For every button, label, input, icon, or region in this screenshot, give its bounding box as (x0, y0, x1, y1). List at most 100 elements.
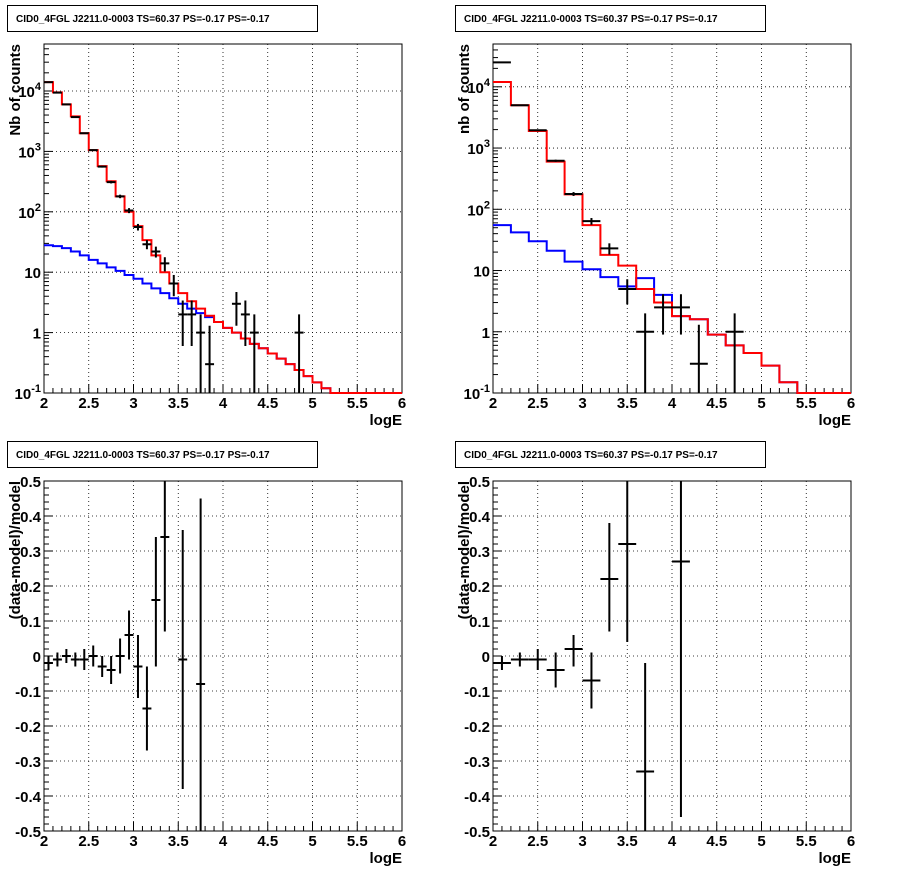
data-point (61, 649, 71, 663)
data-point (196, 314, 206, 393)
x-axis-title: logE (370, 412, 403, 429)
data-point (52, 91, 62, 94)
data-point (160, 257, 170, 272)
data-point (689, 324, 708, 393)
y-tick-label: 0 (482, 649, 490, 666)
x-tick-label: 2 (489, 833, 497, 850)
x-tick-label: 5 (308, 395, 316, 412)
x-axis-title: logE (819, 412, 852, 429)
data-point (79, 132, 89, 135)
data-point (115, 194, 125, 199)
x-tick-label: 4 (668, 833, 677, 850)
data-point (600, 243, 619, 255)
data-point (618, 279, 637, 305)
data-point (564, 635, 583, 667)
data-point (97, 165, 107, 168)
y-tick-label: 103 (467, 138, 490, 158)
y-tick-label: 1 (482, 325, 490, 342)
x-tick-label: 3 (578, 833, 586, 850)
data-point (196, 498, 206, 831)
data-point (564, 192, 583, 196)
data-point (600, 523, 619, 632)
data-point (133, 635, 143, 698)
data-point (205, 325, 215, 393)
y-tick-label: 10-1 (464, 383, 490, 403)
data-points (493, 481, 690, 831)
y-tick-label: -0.1 (464, 684, 490, 701)
x-tick-label: 5.5 (347, 833, 368, 850)
y-axis-title: (data-model)/model (7, 481, 24, 619)
data-point (115, 638, 125, 674)
data-point (249, 314, 259, 393)
x-tick-label: 4.5 (257, 833, 278, 850)
data-point (582, 218, 601, 225)
data-point (70, 652, 80, 667)
data-point (510, 104, 529, 107)
data-point (493, 656, 511, 670)
y-axis-title: nb of counts (456, 44, 473, 134)
y-tick-label: 0 (33, 649, 41, 666)
y-tick-label: 0.4 (20, 509, 42, 526)
x-tick-label: 4.5 (706, 833, 727, 850)
y-tick-label: 10 (473, 264, 490, 281)
y-tick-label: 0.1 (469, 614, 490, 631)
data-points (44, 81, 304, 393)
x-axis-title: logE (370, 850, 403, 867)
x-tick-label: 3.5 (617, 833, 638, 850)
data-point (510, 652, 529, 667)
chart-title-top-right: CID0_4FGL J2211.0-0003 TS=60.37 PS=-0.17… (455, 5, 766, 32)
data-point (178, 530, 188, 789)
data-point (546, 159, 565, 162)
x-tick-label: 3 (578, 395, 586, 412)
y-tick-label: 103 (18, 141, 41, 161)
x-tick-label: 2 (40, 395, 48, 412)
y-axis-title: (data-model)/model (456, 481, 473, 619)
data-point (725, 313, 744, 393)
y-tick-label: -0.2 (15, 719, 41, 736)
data-point (672, 294, 690, 335)
x-tick-label: 6 (847, 395, 855, 412)
chart-panel-3: 2 2.5 3 3.5 4 4.5 5 5.5 6 -0.5 -0.4 -0.3 -0.2 -0.1 0 0.… (7, 474, 406, 867)
data-point (79, 649, 89, 670)
data-point (142, 666, 152, 751)
data-point (88, 645, 98, 667)
data-point (44, 656, 53, 670)
x-tick-label: 2.5 (78, 395, 99, 412)
data-point (70, 116, 80, 119)
x-tick-label: 3.5 (168, 833, 189, 850)
x-tick-label: 3 (129, 395, 137, 412)
x-tick-label: 2 (489, 395, 497, 412)
x-tick-label: 4.5 (706, 395, 727, 412)
data-point (636, 313, 655, 393)
y-tick-label: -0.3 (15, 754, 41, 771)
data-point (97, 656, 107, 677)
y-tick-label: 10-1 (15, 383, 41, 403)
chart-title-bottom-right: CID0_4FGL J2211.0-0003 TS=60.37 PS=-0.17… (455, 441, 766, 468)
data-point (160, 481, 170, 632)
y-tick-label: 0.5 (469, 474, 490, 491)
x-tick-label: 5 (757, 395, 765, 412)
y-tick-label: 0.5 (20, 474, 41, 491)
x-tick-label: 3.5 (617, 395, 638, 412)
y-tick-label: 102 (467, 199, 490, 219)
data-point (636, 663, 655, 831)
data-point (133, 223, 143, 231)
x-tick-label: 4 (668, 395, 677, 412)
data-point (106, 180, 116, 184)
chart-panel-4: 2 2.5 3 3.5 4 4.5 5 5.5 6 -0.5 -0.4 -0.3 -0.2 -0.1 0 0.… (456, 474, 855, 867)
x-tick-label: 6 (398, 833, 406, 850)
data-point (546, 652, 565, 688)
y-tick-label: 102 (18, 202, 41, 222)
chart-panel-2: 2 2.5 3 3.5 4 4.5 5 5.5 6 10-1 1 10 102 103 104 logE nb … (456, 43, 855, 429)
y-tick-label: 0.4 (469, 509, 491, 526)
y-axis-title: Nb of counts (7, 44, 24, 136)
data-point (178, 300, 188, 346)
x-tick-label: 6 (847, 833, 855, 850)
x-tick-label: 3.5 (168, 395, 189, 412)
data-point (61, 103, 71, 106)
x-tick-label: 4 (219, 395, 228, 412)
data-point (151, 246, 161, 258)
data-point (151, 537, 161, 667)
series-component_model (44, 244, 402, 394)
